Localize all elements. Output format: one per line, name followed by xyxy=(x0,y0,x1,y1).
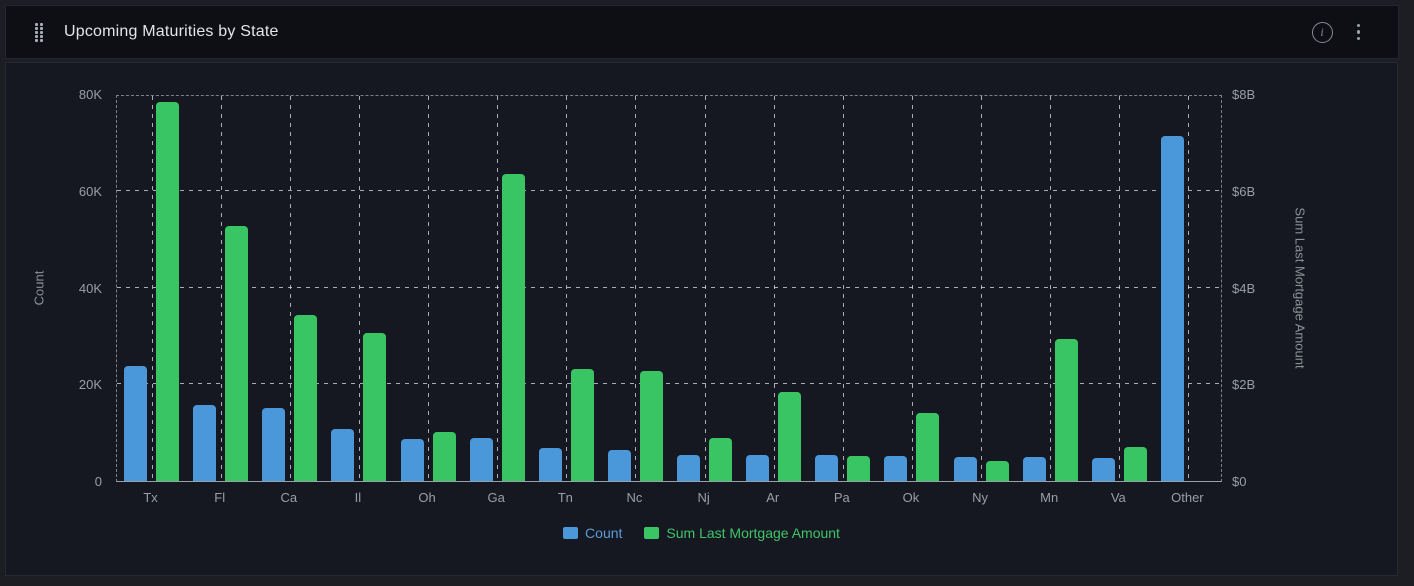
right-axis-tick: $6B xyxy=(1232,183,1256,199)
x-axis-label-ny: Ny xyxy=(972,490,989,505)
bar-sum-il[interactable] xyxy=(363,332,387,481)
bar-sum-ga[interactable] xyxy=(501,173,525,481)
bar-count-tx[interactable] xyxy=(124,365,148,481)
v-gridline xyxy=(566,96,568,481)
v-gridline xyxy=(1188,96,1190,481)
panel-title[interactable]: Upcoming Maturities by State xyxy=(64,23,279,40)
v-gridline xyxy=(1119,96,1121,481)
h-gridline xyxy=(117,383,1221,385)
info-icon[interactable]: i xyxy=(1311,21,1333,43)
bar-sum-tx[interactable] xyxy=(156,102,180,481)
left-axis-tick: 60K xyxy=(78,183,102,199)
bar-sum-ca[interactable] xyxy=(294,315,318,481)
right-axis-tick: $4B xyxy=(1232,280,1256,296)
v-gridline xyxy=(911,96,913,481)
x-axis-label-nj: Nj xyxy=(697,490,710,505)
bar-sum-nc[interactable] xyxy=(639,370,663,481)
x-axis-label-pa: Pa xyxy=(833,490,850,505)
v-gridline xyxy=(428,96,430,481)
bar-sum-mn[interactable] xyxy=(1054,339,1078,481)
bar-count-ny[interactable] xyxy=(953,457,977,481)
x-axis-label-ga: Ga xyxy=(487,490,505,505)
bar-count-fl[interactable] xyxy=(193,405,217,481)
bar-count-oh[interactable] xyxy=(400,438,424,481)
drag-handle-icon[interactable] xyxy=(32,21,46,43)
bar-count-nc[interactable] xyxy=(607,449,631,481)
right-axis-tick: $2B xyxy=(1232,377,1256,393)
sum-legend-swatch-icon xyxy=(644,527,660,539)
bar-sum-oh[interactable] xyxy=(432,431,456,481)
bar-sum-fl[interactable] xyxy=(225,226,249,481)
bar-sum-nj[interactable] xyxy=(709,437,733,481)
v-gridline xyxy=(635,96,637,481)
x-axis-label-other: Other xyxy=(1171,490,1204,505)
bar-sum-pa[interactable] xyxy=(847,456,871,481)
left-axis-tick: 20K xyxy=(78,377,102,393)
x-axis-label-fl: Fl xyxy=(214,490,226,505)
chart-legend: Count Sum Last Mortgage Amount xyxy=(6,525,1397,541)
bar-count-other[interactable] xyxy=(1160,135,1184,481)
v-gridline xyxy=(981,96,983,481)
v-gridline xyxy=(358,96,360,481)
bar-count-ca[interactable] xyxy=(262,407,286,481)
bar-count-ga[interactable] xyxy=(469,437,493,481)
chart-panel-body: Count Sum Last Mortgage Amount 0 $0 20K $2B… xyxy=(5,62,1398,576)
bar-count-va[interactable] xyxy=(1091,458,1115,481)
legend-item-sum[interactable]: Sum Last Mortgage Amount xyxy=(644,525,840,541)
left-axis-tick: 0 xyxy=(94,474,102,489)
x-axis-label-mn: Mn xyxy=(1040,490,1059,505)
x-axis-label-ok: Ok xyxy=(902,490,920,505)
v-gridline xyxy=(220,96,222,481)
v-gridline xyxy=(842,96,844,481)
x-axis-label-ca: Ca xyxy=(280,490,298,505)
legend-label-count: Count xyxy=(585,525,623,541)
bar-count-nj[interactable] xyxy=(677,454,701,481)
bar-count-pa[interactable] xyxy=(815,455,839,481)
bar-sum-ny[interactable] xyxy=(985,460,1009,481)
count-legend-swatch-icon xyxy=(563,527,579,539)
x-axis-label-va: Va xyxy=(1110,490,1126,505)
x-axis-label-ar: Ar xyxy=(766,490,780,505)
v-gridline xyxy=(1050,96,1052,481)
bar-count-ok[interactable] xyxy=(884,455,908,481)
x-axis-label-oh: Oh xyxy=(418,490,436,505)
bar-sum-va[interactable] xyxy=(1123,446,1147,481)
h-gridline xyxy=(117,286,1221,288)
right-axis-tick: $8B xyxy=(1232,87,1256,102)
bar-sum-ar[interactable] xyxy=(778,392,802,481)
legend-label-sum: Sum Last Mortgage Amount xyxy=(666,525,840,541)
bar-count-mn[interactable] xyxy=(1022,457,1046,481)
bar-count-tn[interactable] xyxy=(538,448,562,481)
x-axis-label-tn: Tn xyxy=(557,490,573,505)
panel-header: Upcoming Maturities by State i xyxy=(5,5,1399,59)
right-axis-tick: $0 xyxy=(1232,474,1247,489)
v-gridline xyxy=(704,96,706,481)
bar-sum-ok[interactable] xyxy=(916,413,940,481)
bar-count-ar[interactable] xyxy=(746,454,770,481)
x-axis-label-il: Il xyxy=(354,490,362,505)
bar-count-il[interactable] xyxy=(331,429,355,481)
left-axis-tick: 80K xyxy=(78,87,102,102)
bar-sum-tn[interactable] xyxy=(570,368,594,481)
v-gridline xyxy=(151,96,153,481)
v-gridline xyxy=(289,96,291,481)
panel-header-actions: i xyxy=(1311,21,1363,43)
x-axis-label-nc: Nc xyxy=(626,490,643,505)
x-axis-label-tx: Tx xyxy=(143,490,158,505)
v-gridline xyxy=(773,96,775,481)
left-axis-tick: 40K xyxy=(78,280,102,296)
legend-item-count[interactable]: Count xyxy=(563,525,622,541)
v-gridline xyxy=(497,96,499,481)
h-gridline xyxy=(117,189,1221,191)
kebab-menu-icon[interactable] xyxy=(1355,22,1363,43)
plot-area xyxy=(116,95,1222,482)
